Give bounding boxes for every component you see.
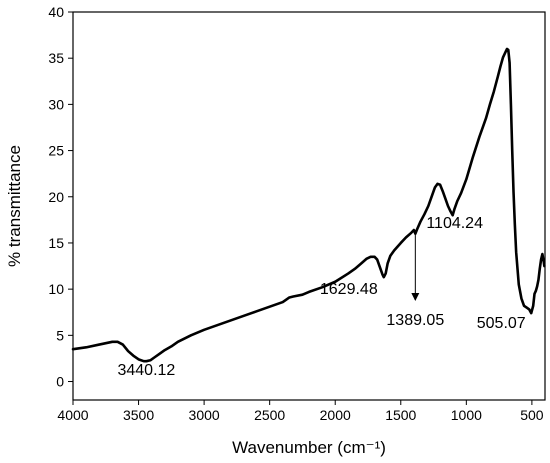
x-tick-label: 2500 bbox=[254, 407, 285, 423]
peak-annotations: 3440.12 1629.48 1389.05 1104.24 505.07 bbox=[117, 215, 525, 379]
plot-border bbox=[72, 11, 546, 401]
peak-label: 1104.24 bbox=[426, 215, 483, 232]
peak-label: 1389.05 bbox=[386, 312, 444, 329]
peak-label: 1629.48 bbox=[320, 281, 378, 298]
plot-area bbox=[72, 11, 546, 401]
x-tick-label: 500 bbox=[520, 407, 544, 423]
y-tick-label: 20 bbox=[48, 189, 64, 205]
y-tick-label: 35 bbox=[48, 50, 64, 66]
x-tick-label: 1000 bbox=[451, 407, 482, 423]
peak-label: 505.07 bbox=[477, 315, 526, 332]
y-axis-title: % transmittance bbox=[5, 145, 24, 267]
x-tick-label: 1500 bbox=[385, 407, 416, 423]
spectrum-line bbox=[71, 47, 546, 363]
axis-ticks: 4000 3500 3000 2500 2000 1500 1000 500 0 5 10 15 20 2… bbox=[48, 4, 543, 423]
y-tick-label: 15 bbox=[48, 235, 64, 251]
y-tick-label: 10 bbox=[48, 281, 64, 297]
peak-label: 3440.12 bbox=[117, 362, 175, 379]
y-tick-label: 40 bbox=[48, 4, 64, 20]
x-tick-label: 2000 bbox=[320, 407, 351, 423]
x-tick-label: 4000 bbox=[57, 407, 88, 423]
x-axis-title: Wavenumber (cm⁻¹) bbox=[232, 438, 386, 457]
x-tick-label: 3500 bbox=[123, 407, 154, 423]
series-group bbox=[71, 47, 546, 363]
y-tick-label: 0 bbox=[56, 374, 64, 390]
x-tick-label: 3000 bbox=[189, 407, 220, 423]
y-tick-label: 25 bbox=[48, 143, 64, 159]
y-tick-label: 30 bbox=[48, 96, 64, 112]
y-tick-label: 5 bbox=[56, 327, 64, 343]
